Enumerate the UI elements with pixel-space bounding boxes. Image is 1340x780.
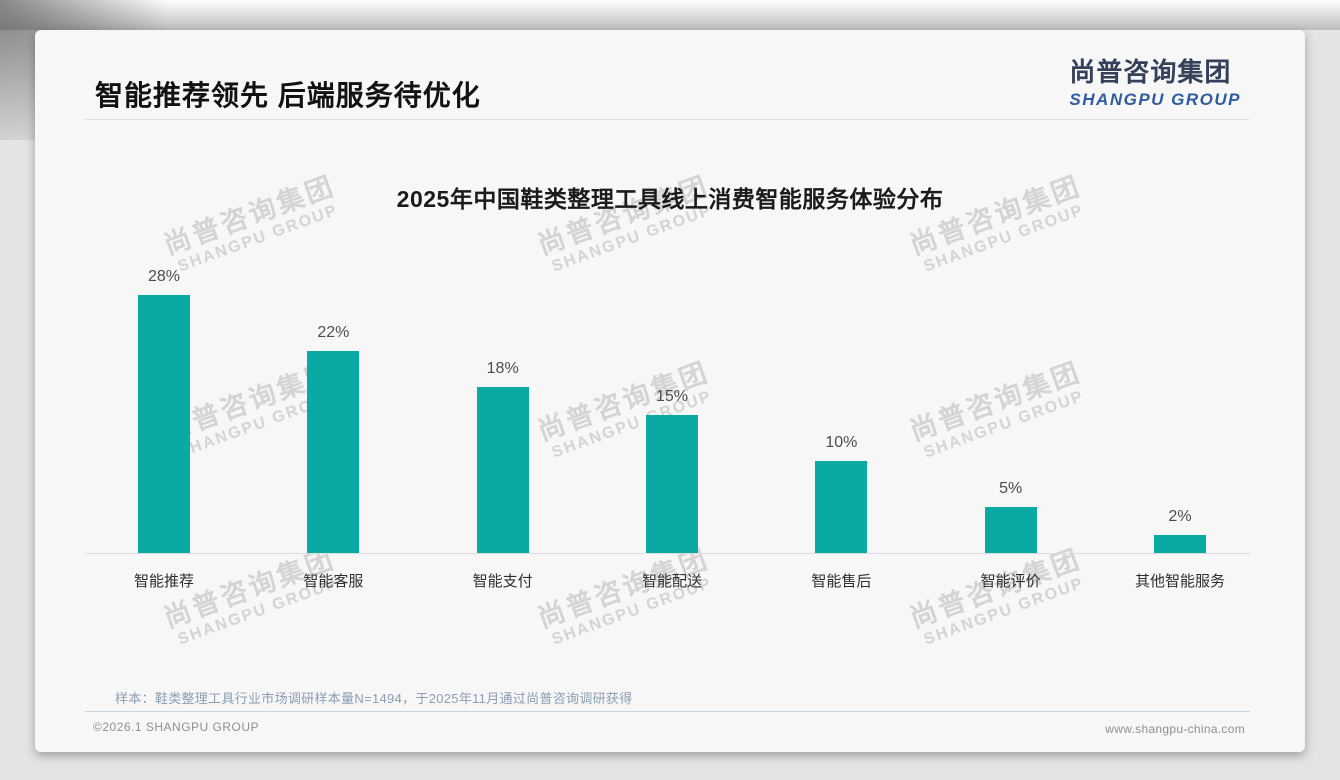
category-label: 智能售后: [811, 573, 872, 590]
category-label: 智能支付: [472, 573, 533, 590]
watermark: 尚普咨询集团 SHANGPU GROUP: [146, 539, 360, 657]
x-axis-line: [85, 553, 1250, 554]
bar-value-label: 10%: [825, 434, 858, 451]
bar-4: [645, 415, 698, 553]
slide-card: 智能推荐领先 后端服务待优化 尚普咨询集团 SHANGPU GROUP 尚普咨询…: [35, 30, 1305, 752]
category-label: 智能推荐: [133, 573, 194, 590]
watermark: 尚普咨询集团 SHANGPU GROUP: [520, 539, 734, 657]
logo-english-text: SHANGPU GROUP: [1069, 90, 1241, 109]
bar-2: [307, 350, 360, 553]
bar-7: [1153, 534, 1206, 553]
category-label: 智能配送: [641, 573, 702, 590]
bar-value-label: 22%: [317, 323, 350, 341]
sample-note: 样本：鞋类整理工具行业市场调研样本量N=1494，于2025年11月通过尚普咨询…: [115, 691, 633, 706]
footer-divider: [85, 711, 1250, 712]
page-title: 智能推荐领先 后端服务待优化: [95, 80, 481, 111]
footer-website: www.shangpu-china.com: [1105, 722, 1245, 736]
logo-chinese-text: 尚普咨询集团: [1069, 57, 1232, 87]
watermark-english-text: SHANGPU GROUP: [921, 387, 1087, 462]
bar-5: [815, 461, 868, 553]
bar-1: [138, 295, 190, 553]
watermark: 尚普咨询集团 SHANGPU GROUP: [892, 352, 1106, 470]
category-label: 智能客服: [303, 573, 364, 590]
watermark: 尚普咨询集团 SHANGPU GROUP: [892, 539, 1106, 657]
bar-3: [476, 387, 529, 553]
company-logo: 尚普咨询集团 SHANGPU GROUP: [1069, 52, 1241, 110]
footer-copyright: ©2026.1 SHANGPU GROUP: [93, 720, 260, 734]
bar-value-label: 5%: [999, 480, 1023, 497]
chart-title: 2025年中国鞋类整理工具线上消费智能服务体验分布: [396, 186, 944, 212]
bar-value-label: 2%: [1168, 507, 1192, 525]
bar-value-label: 15%: [655, 388, 688, 405]
watermark-chinese-text: 尚普咨询集团: [905, 356, 1086, 447]
bar-value-label: 28%: [147, 268, 181, 286]
bar-6: [984, 507, 1037, 553]
category-label: 智能评价: [980, 573, 1041, 590]
desktop-top-gradient: [0, 0, 1340, 30]
category-label: 其他智能服务: [1134, 573, 1225, 590]
bar-value-label: 18%: [486, 360, 519, 378]
title-divider: [85, 119, 1250, 120]
